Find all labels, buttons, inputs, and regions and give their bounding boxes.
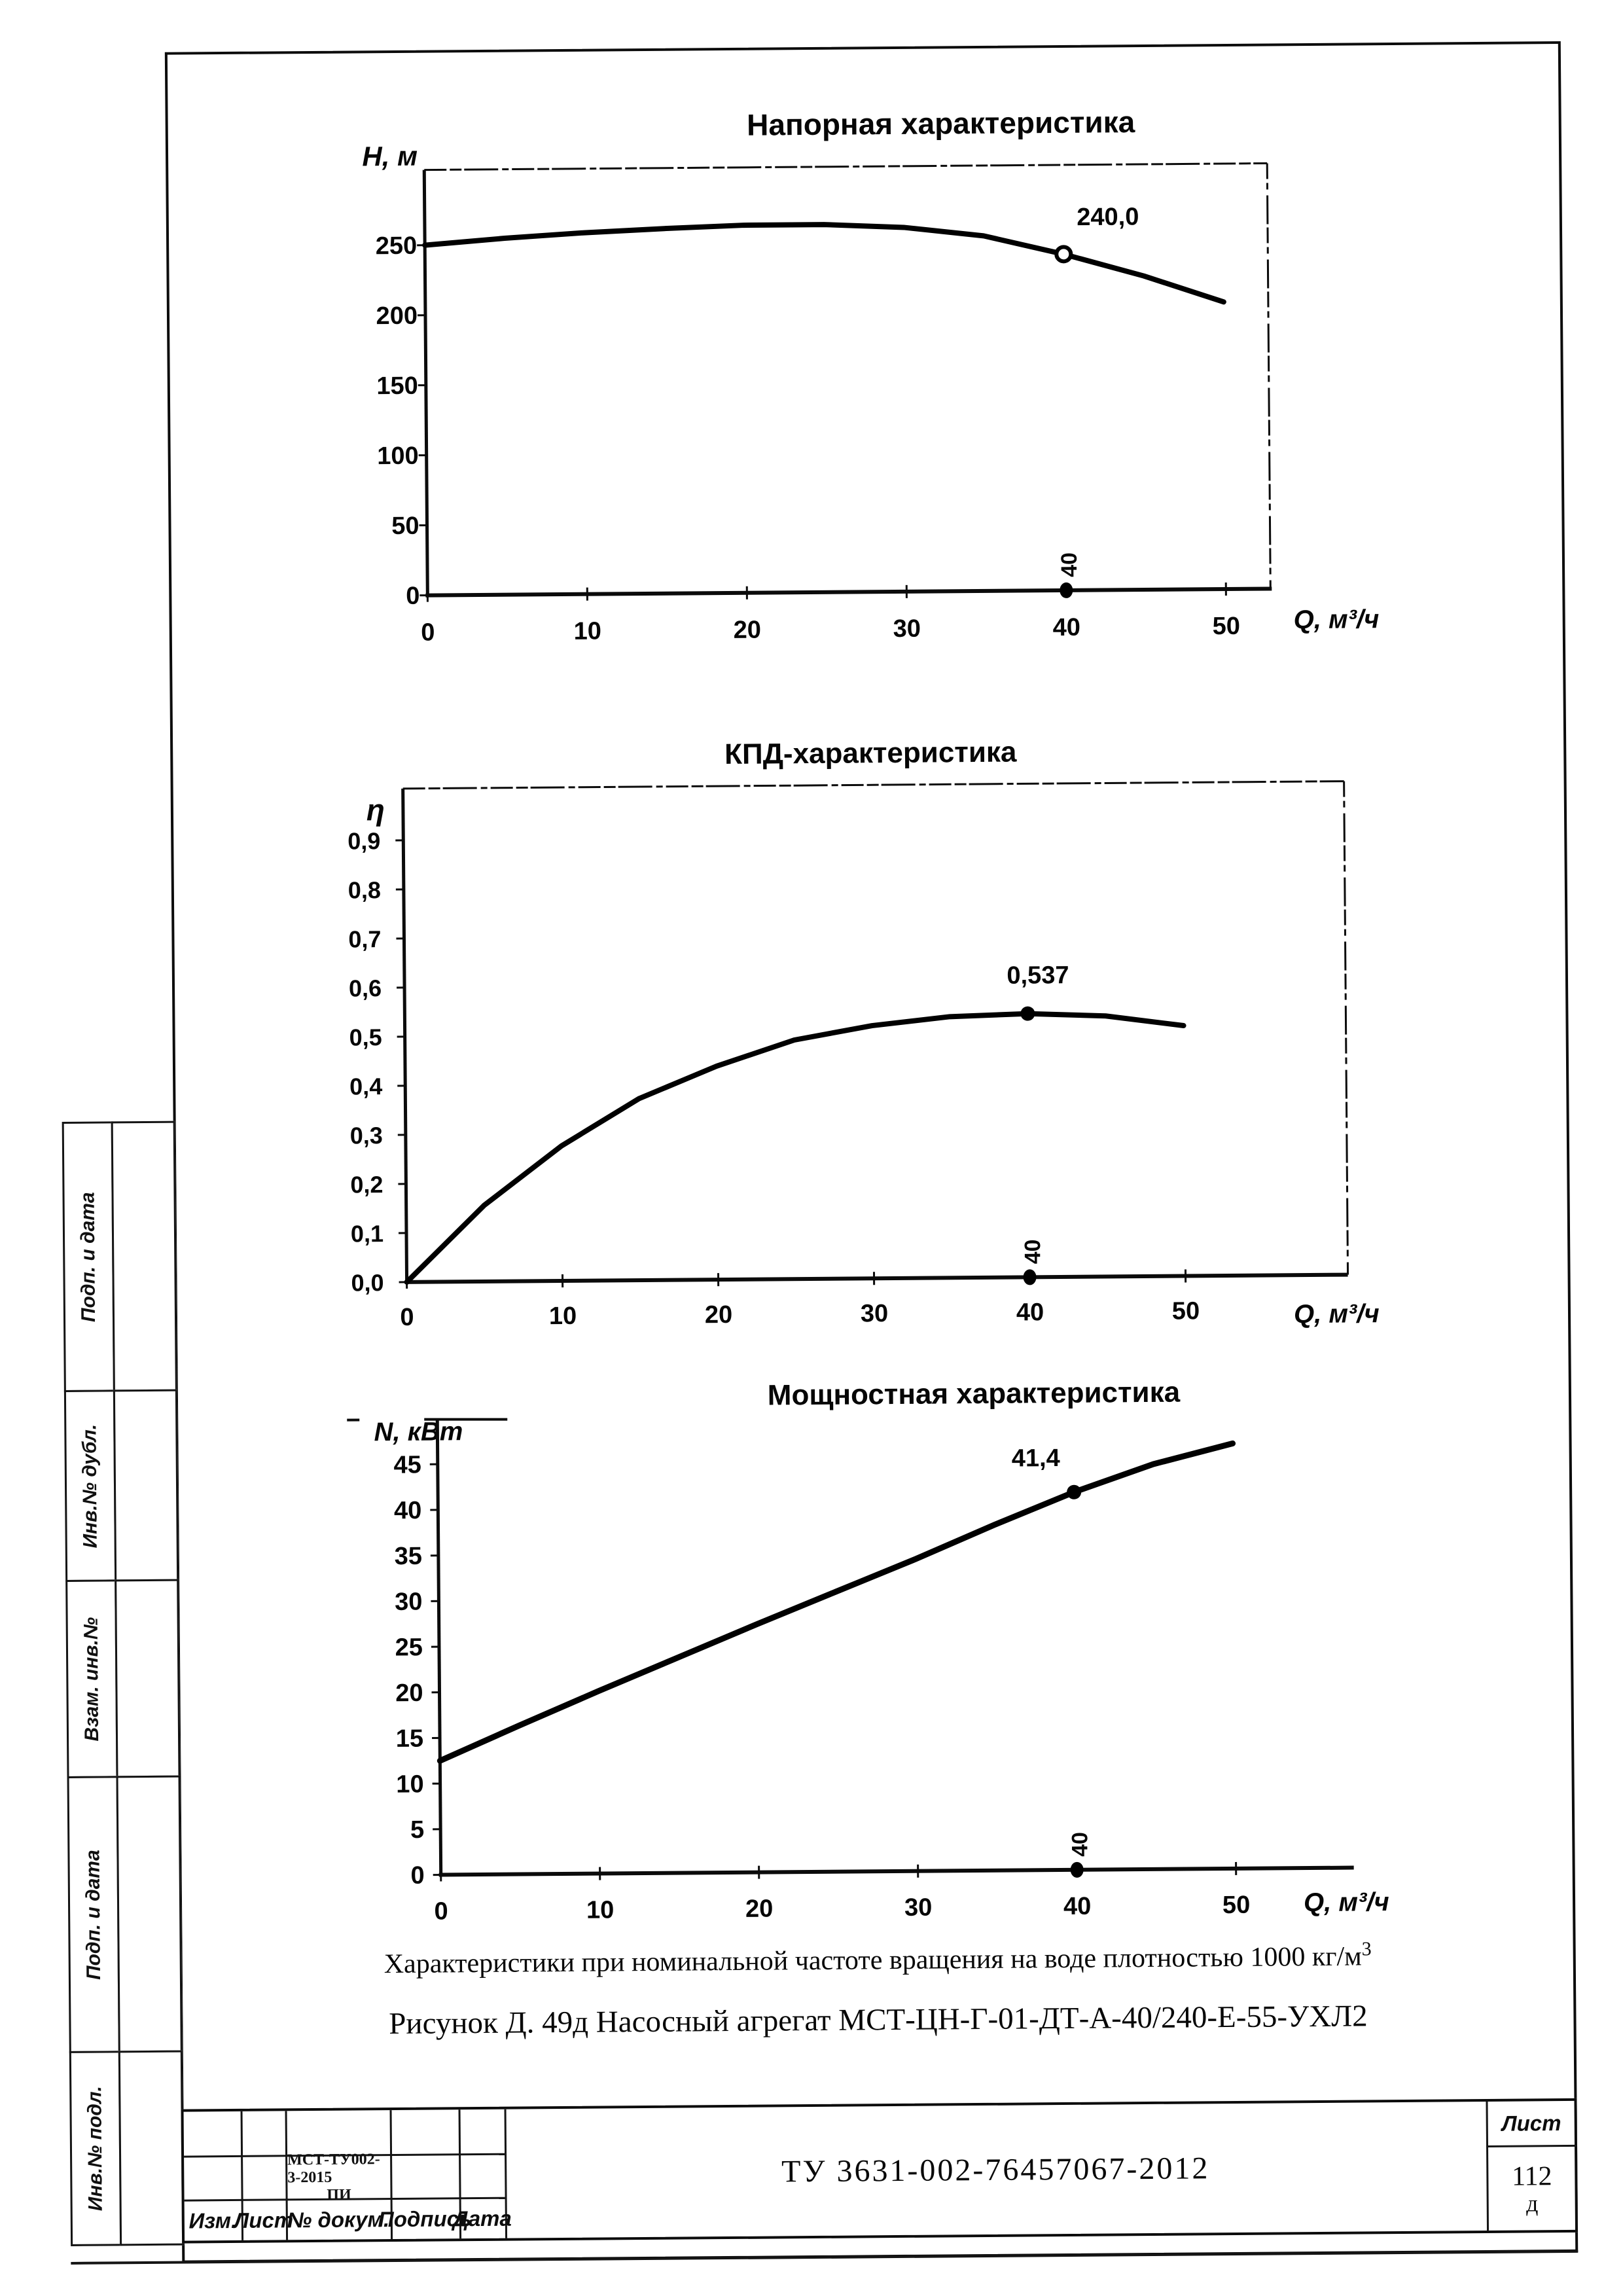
axis-point-label: 40: [1067, 1832, 1092, 1857]
y-tick-label: 0,9: [348, 827, 380, 854]
eff-chart: КПД-характеристика η Q, м³/ч 0,0 0,1 0,2 0,3 0,…: [348, 736, 1380, 1331]
axis-point-marker: [1070, 1861, 1084, 1878]
data-point-label: 240,0: [1077, 203, 1139, 231]
doc-number-line1: МСТ-ТУ002-3-2015: [287, 2150, 380, 2186]
y-tick-label: 100: [377, 442, 419, 470]
curve: [437, 1440, 1236, 1764]
x-axis-label: Q, м³/ч: [1304, 1888, 1389, 1917]
x-axis: [425, 586, 1272, 598]
sheet-number: 112: [1511, 2161, 1552, 2192]
x-tick-label: 30: [893, 615, 921, 643]
y-tick-label: 20: [395, 1679, 423, 1707]
y-tick-label: 0: [406, 583, 419, 610]
axis-point-marker: [1060, 582, 1073, 598]
curve: [422, 222, 1226, 305]
data-point-label: 0,537: [1007, 961, 1069, 990]
x-tick-label: 50: [1222, 1892, 1251, 1919]
x-axis-label: Q, м³/ч: [1294, 1299, 1380, 1329]
plot-right-border: [1343, 781, 1349, 1275]
y-tick-label: 5: [410, 1816, 424, 1844]
axis-point-marker: [1023, 1269, 1037, 1285]
x-tick-label: 0: [434, 1897, 448, 1925]
sheet-number-cell: 112 д: [1486, 2147, 1578, 2231]
plot-top-border: [424, 162, 1268, 171]
y-tick-label: 40: [394, 1497, 422, 1524]
y-tick-label: 0,3: [350, 1122, 383, 1149]
x-tick-label: 40: [1063, 1893, 1092, 1920]
stamp-col-podpis: Подпись: [378, 2206, 472, 2232]
x-tick-label: 20: [745, 1895, 774, 1922]
data-point-marker: [1054, 245, 1073, 264]
x-axis: [438, 1865, 1354, 1877]
sheet-label: Лист: [1501, 2110, 1561, 2136]
x-tick-label: 30: [904, 1894, 933, 1922]
plot-top-border: [402, 780, 1344, 790]
y-tick-label: 0,8: [348, 876, 381, 903]
y-tick-label: 0,5: [349, 1024, 382, 1050]
y-tick-label: 0,4: [349, 1073, 382, 1100]
y-tick-label: 35: [394, 1543, 422, 1570]
x-axis: [404, 1272, 1348, 1284]
y-tick-label: 150: [376, 372, 418, 400]
stamp-col-list: Лист: [234, 2208, 294, 2233]
y-tick-label: 10: [396, 1770, 424, 1798]
y-tick-label: 0,7: [348, 925, 381, 952]
x-tick-label: 0: [400, 1304, 414, 1331]
y-tick-label: 30: [395, 1588, 423, 1615]
stamp-col-izm: Изм.: [188, 2208, 238, 2233]
scan-artifact-line: [424, 1418, 508, 1421]
chart-title: Мощностная характеристика: [768, 1376, 1181, 1412]
y-tick-label: 15: [396, 1725, 424, 1753]
plot-right-border: [1266, 163, 1272, 589]
y-tick-label: 0: [410, 1862, 424, 1890]
x-tick-label: 10: [586, 1896, 615, 1924]
superscript-3: 3: [1361, 1938, 1372, 1960]
curve: [404, 1011, 1186, 1285]
x-tick-label: 20: [705, 1301, 733, 1329]
pow-chart: Мощностная характеристика N, кВт Q, м³/ч 0 5…: [347, 1376, 1389, 1926]
chart-title: КПД-характеристика: [724, 736, 1017, 771]
y-tick-label: 0,6: [349, 975, 382, 1001]
y-tick-label: 25: [395, 1634, 423, 1661]
y-axis-label: H, м: [362, 141, 418, 172]
stamp-col-ndokum: № докум.: [287, 2207, 390, 2233]
doc-number-cell: МСТ-ТУ002-3-2015 ПИ: [287, 2151, 390, 2204]
document-designation: ТУ 3631-002-76457067-2012: [781, 2151, 1210, 2189]
stamp-col-data: Дата: [452, 2206, 512, 2231]
y-tick-label: 0,2: [350, 1171, 383, 1198]
y-axis-label: η: [366, 793, 385, 827]
y-tick-label: 200: [376, 302, 418, 330]
y-tick-label: 45: [393, 1451, 421, 1479]
y-tick-label: 50: [391, 512, 419, 540]
x-tick-label: 50: [1172, 1297, 1200, 1325]
data-point-label: 41,4: [1012, 1444, 1060, 1473]
x-tick-label: 10: [549, 1302, 577, 1330]
title-block: МСТ-ТУ002-3-2015 ПИ Изм. Лист № докум. П…: [181, 2098, 1578, 2244]
data-point-marker: [1067, 1484, 1082, 1499]
y-axis: [422, 170, 429, 598]
x-tick-label: 10: [573, 617, 601, 645]
y-tick-label: 0,0: [351, 1269, 383, 1296]
x-tick-label: 0: [421, 619, 435, 646]
data-point-marker: [1020, 1006, 1035, 1021]
chart-title: Напорная характеристика: [747, 105, 1135, 142]
x-tick-label: 40: [1016, 1299, 1044, 1326]
y-axis: [435, 1420, 443, 1877]
x-tick-label: 20: [733, 617, 761, 644]
x-tick-label: 50: [1212, 613, 1240, 640]
y-tick-label: 250: [376, 232, 418, 260]
x-tick-label: 30: [861, 1300, 889, 1327]
y-tick-label: 0,1: [351, 1220, 383, 1247]
x-tick-label: 40: [1052, 614, 1080, 641]
sheet-suffix: д: [1525, 2189, 1539, 2216]
y-axis-label: N, кВт: [374, 1417, 463, 1446]
x-axis-label: Q, м³/ч: [1294, 605, 1380, 634]
axis-point-label: 40: [1057, 552, 1082, 577]
axis-point-label: 40: [1020, 1239, 1045, 1264]
